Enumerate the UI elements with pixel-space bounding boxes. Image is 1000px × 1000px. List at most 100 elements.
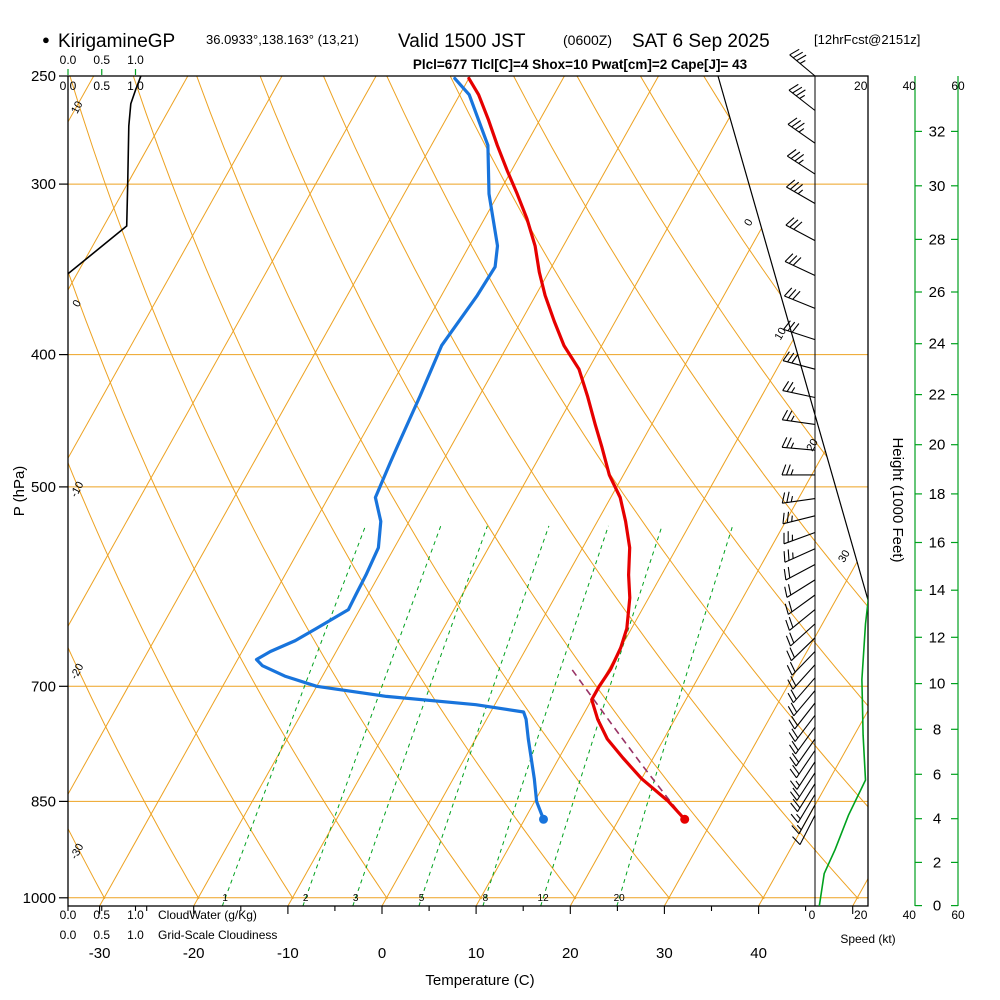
wind-barb-feather (782, 351, 790, 362)
wind-barb-feather (783, 569, 787, 581)
height-tick-label: 30 (929, 178, 946, 195)
wind-barb-feather (792, 51, 803, 59)
mixing-ratio-label: 2 (303, 893, 309, 904)
isotherm-line (852, 76, 868, 906)
wind-barb-feather (791, 740, 799, 751)
wind-barb-staff (782, 419, 816, 425)
frame-group (67, 75, 959, 907)
wind-barb-feather (795, 89, 806, 97)
parcel-path-curve (569, 666, 686, 820)
dry-adiabat-line (259, 76, 765, 900)
mixing-ratio-line (302, 525, 442, 906)
wind-barb (787, 677, 816, 704)
mixing-ratio-line (540, 525, 663, 906)
wind-barb-half-feather (799, 94, 805, 99)
wind-barb-feather (787, 566, 791, 578)
wind-barb-staff (782, 498, 816, 504)
cloudiness-scale-value-bottom: 0.0 (60, 928, 77, 942)
wind-barb-feather (789, 756, 797, 767)
wind-barb-feather (788, 289, 797, 299)
wind-barb-feather (796, 54, 807, 62)
mixing-ratio-line (482, 525, 609, 906)
wind-barb-feather (785, 464, 791, 476)
wind-barb-feather (788, 616, 794, 628)
temperature-axis-label: Temperature (C) (425, 972, 534, 989)
wind-barb-feather (782, 512, 785, 524)
height-tick-label: 10 (929, 676, 946, 693)
wind-barb-feather (786, 650, 792, 661)
dry-adiabat-line (68, 76, 294, 900)
wind-barb-staff (783, 531, 816, 545)
wind-barb (784, 594, 816, 615)
wind-barb-feather (789, 661, 796, 673)
dry-adiabat-line (69, 76, 483, 900)
cloudwater-scale-value-bottom: 0.0 (60, 908, 77, 922)
wind-barb-staff (789, 54, 816, 77)
wind-barb-feather (794, 153, 805, 162)
wind-barb-half-feather (797, 189, 804, 195)
wind-barb-staff (783, 328, 816, 341)
dry-adiabat-line (766, 76, 868, 900)
wind-barb-staff (790, 637, 816, 662)
plot-frame (67, 75, 869, 907)
wind-barb-staff (782, 515, 816, 525)
height-tick-label: 32 (929, 123, 946, 140)
wind-barb-feather (790, 689, 797, 700)
wind-barb (785, 609, 816, 631)
wind-barb-staff (795, 738, 816, 767)
wind-barb (785, 217, 816, 242)
dry-adiabat-line (513, 76, 868, 900)
height-tick-label: 0 (933, 898, 941, 915)
wind-barb-feather (792, 787, 800, 798)
wind-barb (786, 149, 816, 175)
speed-tick-label-top: 60 (951, 79, 965, 93)
wind-barb-feather (782, 381, 790, 391)
wind-barb (782, 511, 816, 525)
wind-barb-feather (789, 632, 795, 644)
wind-barb-feather (790, 802, 798, 813)
wind-barb-feather (781, 437, 788, 448)
height-tick-label: 2 (933, 854, 941, 871)
temperature-tick-label: 10 (468, 945, 485, 962)
cloudiness-scale-value-top: 1.0 (127, 79, 144, 93)
wind-barb-staff (788, 89, 816, 111)
dry-adiabat-line (957, 76, 1000, 899)
wind-barb-staff (789, 609, 816, 631)
wind-barb (784, 579, 816, 598)
speed-tick-label-bottom: 40 (903, 908, 917, 922)
wind-barb-half-feather (799, 60, 806, 64)
wind-barb-feather (789, 768, 797, 779)
height-tick-label: 16 (929, 535, 946, 552)
wind-barb (781, 437, 816, 451)
height-tick-label: 24 (929, 336, 946, 353)
wind-barb-feather (789, 780, 798, 790)
wind-barb-staff (796, 750, 816, 779)
wind-barb (790, 783, 816, 813)
wind-barb-half-feather (790, 415, 795, 422)
height-tick-label: 6 (933, 766, 941, 783)
wind-panel-diagonal (717, 75, 869, 601)
wind-barbs-group (781, 48, 816, 845)
wind-barb-feather (789, 791, 798, 801)
dry-adiabat-line (323, 76, 859, 900)
wind-barb-feather (790, 702, 798, 713)
isotherm-line (947, 76, 1000, 906)
wind-barb-staff (799, 814, 816, 845)
isotherm-line (569, 76, 868, 906)
height-tick-label: 18 (929, 486, 946, 503)
wind-barb-feather (791, 323, 800, 333)
valid-zulu: (0600Z) (563, 32, 612, 48)
height-tick-label: 22 (929, 387, 946, 404)
isotherm-line (758, 76, 868, 906)
wind-barb-feather (784, 586, 788, 598)
mixing-ratio-line (616, 525, 734, 906)
wind-barb (784, 253, 816, 276)
wind-barb-feather (787, 549, 790, 561)
wind-barb-feather (785, 217, 795, 226)
wind-barb-feather (793, 221, 803, 230)
forecast-tag: [12hrFcst@2151z] (814, 32, 920, 47)
height-axis-label: Height (1000 Feet) (889, 437, 906, 562)
station-coords: 36.0933°,138.163° (13,21) (206, 32, 359, 47)
wind-barb-feather (787, 584, 792, 596)
station-name: KirigamineGP (58, 31, 175, 52)
